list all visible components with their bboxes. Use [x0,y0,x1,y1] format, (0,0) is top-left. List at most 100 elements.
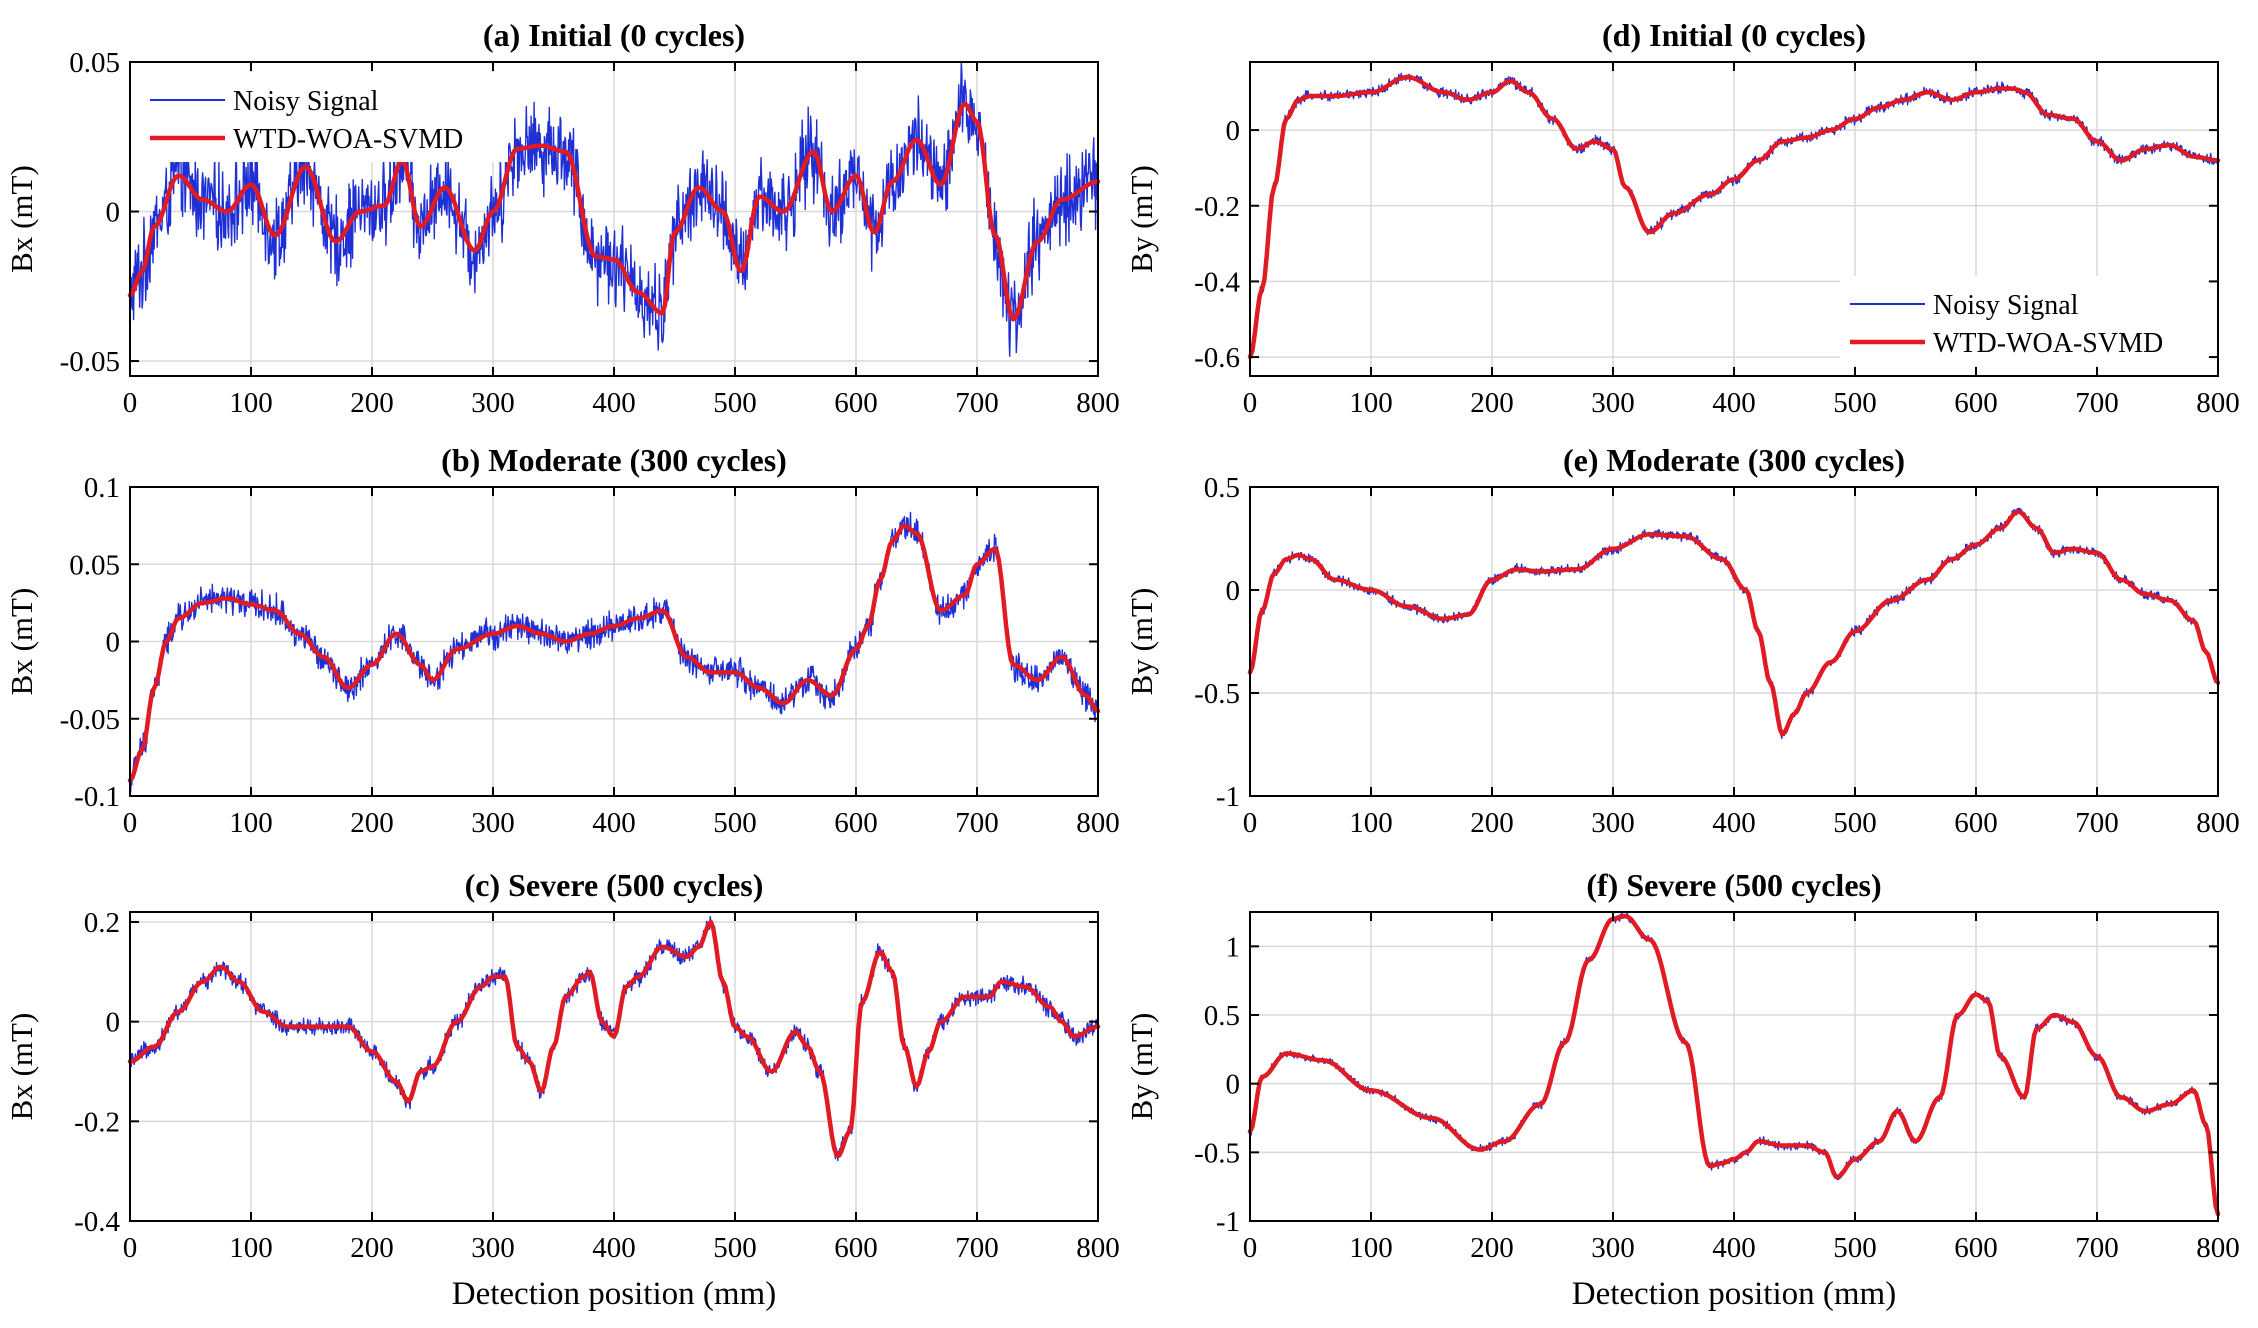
y-tick-label: 0.05 [69,47,120,79]
chart-title: (c) Severe (500 cycles) [465,867,764,903]
x-tick-label: 200 [1470,387,1514,419]
series-wtd-woa-svmd [127,101,1101,322]
x-tick-label: 500 [1833,387,1877,419]
x-tick-label: 200 [350,807,394,839]
x-tick-label: 400 [1712,387,1756,419]
y-tick-label: -0.4 [74,1206,120,1238]
x-tick-label: 100 [229,387,273,419]
y-tick-label: 0 [106,627,121,659]
x-tick-label: 700 [955,387,999,419]
chart-title: (b) Moderate (300 cycles) [441,442,787,478]
legend: Noisy Signal WTD-WOA-SVMD [1840,276,2208,366]
y-tick-label: -1 [1216,1206,1240,1238]
x-tick-label: 0 [123,387,138,419]
y-tick-label: -0.2 [74,1106,120,1138]
y-tick-label: 0 [1226,1069,1241,1101]
panel-c: 0 100 200 300 400 500 600 700 800 -0.4 -0.2 0 0.2 (c)… [4,867,1120,1312]
legend-label: Noisy Signal [233,86,379,117]
y-tick-label: -0.05 [60,704,120,736]
y-axis-label: Bx (mT) [4,588,39,696]
y-tick-label: -1 [1216,781,1240,813]
y-tick-label: -0.5 [1194,678,1240,710]
x-tick-label: 500 [1833,807,1877,839]
x-tick-label: 600 [834,387,878,419]
x-tick-label: 600 [1954,1232,1998,1264]
chart-title: (e) Moderate (300 cycles) [1563,442,1905,478]
y-tick-label: -0.4 [1194,266,1240,298]
y-tick-label: -0.05 [60,346,120,378]
y-tick-label: 0.2 [84,907,120,939]
x-tick-label: 800 [1076,807,1120,839]
legend-box [140,72,508,162]
y-tick-label: 0.1 [84,472,120,504]
panel-f: 0 100 200 300 400 500 600 700 800 -1 -0.5 0 0.5 1 (f) … [1124,867,2240,1312]
x-tick-label: 800 [1076,1232,1120,1264]
x-tick-label: 100 [1349,807,1393,839]
x-tick-label: 700 [2075,387,2119,419]
x-tick-label: 400 [1712,1232,1756,1264]
y-tick-label: -0.5 [1194,1137,1240,1169]
x-tick-label: 600 [1954,807,1998,839]
legend: Noisy Signal WTD-WOA-SVMD [140,72,508,162]
x-tick-label: 500 [1833,1232,1877,1264]
x-tick-label: 100 [229,1232,273,1264]
x-tick-label: 300 [1591,387,1635,419]
x-tick-label: 600 [1954,387,1998,419]
x-tick-label: 500 [713,1232,757,1264]
x-axis-label: Detection position (mm) [1572,1276,1896,1312]
x-tick-label: 400 [592,387,636,419]
y-tick-label: 0 [1226,575,1241,607]
x-tick-label: 200 [1470,807,1514,839]
x-tick-label: 400 [592,807,636,839]
series-wtd-woa-svmd [127,523,1101,783]
legend-label: WTD-WOA-SVMD [233,124,463,155]
chart-title: (f) Severe (500 cycles) [1586,867,1881,903]
x-tick-label: 300 [471,1232,515,1264]
y-axis-label: Bx (mT) [4,1013,39,1121]
y-tick-label: 1 [1226,931,1241,963]
x-tick-label: 100 [1349,387,1393,419]
x-tick-label: 300 [471,807,515,839]
chart-title: (d) Initial (0 cycles) [1602,17,1866,53]
y-axis-label: By (mT) [1124,1013,1159,1121]
panel-e: 0 100 200 300 400 500 600 700 800 -1 -0.5 0 0.5 (e) M… [1124,442,2240,839]
x-tick-label: 200 [350,1232,394,1264]
x-tick-label: 700 [2075,1232,2119,1264]
chart-title: (a) Initial (0 cycles) [483,17,745,53]
x-tick-label: 600 [834,807,878,839]
y-tick-label: -0.6 [1194,342,1240,374]
y-tick-label: 0.5 [1204,472,1240,504]
x-tick-label: 700 [955,1232,999,1264]
x-tick-label: 300 [1591,807,1635,839]
x-tick-label: 0 [1243,387,1258,419]
x-tick-label: 600 [834,1232,878,1264]
x-tick-label: 800 [2196,387,2240,419]
y-tick-label: 0 [106,197,121,229]
legend-label: WTD-WOA-SVMD [1933,328,2163,359]
series-wtd-woa-svmd [1247,509,2221,737]
y-axis-label: Bx (mT) [4,165,39,273]
x-tick-label: 700 [955,807,999,839]
x-tick-label: 800 [2196,1232,2240,1264]
x-tick-label: 300 [1591,1232,1635,1264]
series-wtd-woa-svmd [1247,913,2221,1217]
x-tick-label: 100 [1349,1232,1393,1264]
series-wtd-woa-svmd [1247,74,2221,360]
x-tick-label: 800 [2196,807,2240,839]
x-tick-label: 300 [471,387,515,419]
y-tick-label: -0.2 [1194,191,1240,223]
x-tick-label: 0 [1243,807,1258,839]
y-axis-label: By (mT) [1124,588,1159,696]
legend-label: Noisy Signal [1933,290,2079,321]
x-axis-label: Detection position (mm) [452,1276,776,1312]
y-tick-label: 0.5 [1204,1000,1240,1032]
x-tick-label: 0 [123,807,138,839]
series-wtd-woa-svmd [127,919,1101,1158]
y-axis-label: By (mT) [1124,165,1159,273]
panel-d: 0 100 200 300 400 500 600 700 800 -0.6 -0.4 -0.2 0 (d… [1124,17,2240,419]
y-tick-label: 0 [106,1007,121,1039]
x-tick-label: 0 [1243,1232,1258,1264]
